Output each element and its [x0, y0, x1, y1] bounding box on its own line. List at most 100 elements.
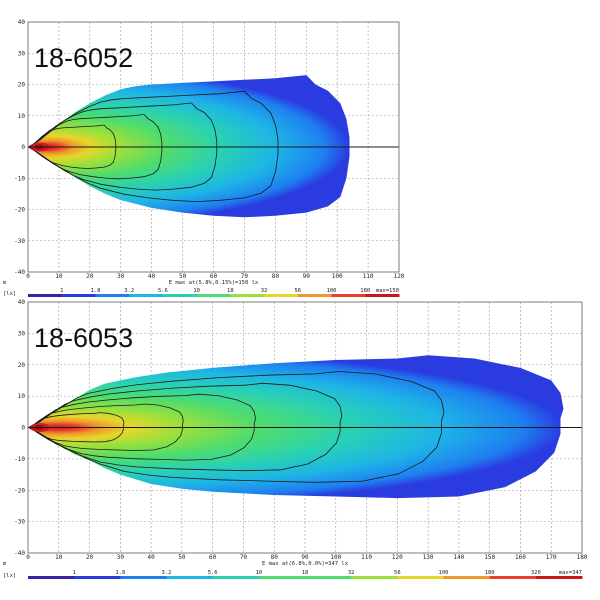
legend-color-segment	[196, 294, 231, 297]
y-tick-label: -10	[14, 456, 25, 463]
legend-color-segment	[129, 294, 164, 297]
legend-tick-label: 56	[295, 288, 302, 294]
legend-color-segment	[351, 576, 398, 579]
x-tick-label: 40	[148, 273, 156, 280]
x-tick-label: 0	[26, 273, 30, 280]
x-tick-label: 100	[330, 554, 341, 561]
legend-color-segment	[95, 294, 130, 297]
x-tick-label: 10	[55, 273, 63, 280]
legend-color-segment	[297, 294, 333, 297]
y-tick-label: -40	[14, 269, 25, 276]
legend-tick-label: 1	[73, 570, 76, 576]
legend-tick-label: 1.8	[90, 288, 100, 294]
legend-tick-label: 32	[348, 570, 355, 576]
x-unit-label: m	[3, 280, 7, 286]
x-tick-label: 70	[240, 554, 248, 561]
x-tick-label: 110	[361, 554, 372, 561]
legend-tick-label: 1.8	[115, 570, 125, 576]
y-tick-label: -10	[14, 175, 25, 182]
y-tick-label: -30	[14, 519, 25, 526]
legend-color-segment	[397, 576, 444, 579]
legend-color-segment	[443, 576, 491, 579]
legend-tick-label: 56	[394, 570, 401, 576]
y-tick-label: -30	[14, 238, 25, 245]
y-tick-label: 10	[18, 393, 26, 400]
y-tick-label: 40	[18, 19, 26, 26]
chart-title: 18-6053	[34, 323, 133, 353]
legend-tick-label: 180	[485, 570, 495, 576]
legend-color-segment	[212, 576, 260, 579]
x-tick-label: 170	[546, 554, 557, 561]
y-tick-label: 10	[18, 113, 26, 120]
x-tick-label: 180	[577, 554, 588, 561]
x-tick-label: 120	[392, 554, 403, 561]
emax-label: E max at(5.8%,0.15%)=150 lx	[169, 280, 259, 286]
legend-tick-label: 5.6	[158, 288, 168, 294]
x-unit-label: m	[3, 561, 7, 567]
legend-tick-label: 3.2	[162, 570, 172, 576]
isolux-contour	[28, 114, 163, 180]
beam-illuminance-area	[28, 355, 564, 499]
legend-tick-label: 180	[360, 288, 370, 294]
isolux-contour	[27, 371, 445, 483]
legend-tick-label: 1	[60, 288, 63, 294]
y-tick-label: 30	[18, 50, 26, 57]
x-tick-label: 40	[147, 554, 155, 561]
legend-color-segment	[258, 576, 306, 579]
legend-color-segment	[162, 294, 198, 297]
x-tick-label: 90	[301, 554, 309, 561]
legend-tick-label: 10	[193, 288, 200, 294]
legend-color-segment	[331, 294, 366, 297]
x-tick-label: 120	[394, 273, 405, 280]
legend-color-segment	[305, 576, 352, 579]
legend-color-segment	[28, 576, 75, 579]
legend-tick-label: 5.6	[208, 570, 218, 576]
plot-border	[27, 301, 583, 554]
legend-unit-label: [lx]	[3, 291, 16, 297]
y-tick-label: -20	[14, 207, 25, 214]
isolux-contour	[28, 124, 117, 169]
y-tick-label: 20	[18, 82, 26, 89]
x-tick-label: 110	[363, 273, 374, 280]
y-tick-label: 20	[18, 362, 26, 369]
x-tick-label: 20	[86, 273, 94, 280]
x-tick-label: 30	[117, 273, 125, 280]
legend-tick-label: 18	[227, 288, 234, 294]
chart-18-6052: 18-6052 40 30 20 100 -10 -20 -30 -400 10 20 30 40 50 6…	[3, 19, 405, 297]
legend-tick-label: 100	[439, 570, 449, 576]
legend-tick-label: 3.2	[124, 288, 134, 294]
legend-unit-label: [lx]	[3, 573, 16, 579]
legend-color-segment	[28, 294, 63, 297]
legend-color-segment	[230, 294, 265, 297]
x-tick-label: 60	[209, 554, 217, 561]
isolux-contour	[28, 102, 218, 191]
legend-max-label: max=347	[559, 570, 582, 576]
legend-tick-label: 10	[256, 570, 263, 576]
x-tick-label: 10	[55, 554, 63, 561]
chart-title: 18-6052	[34, 43, 133, 73]
beam-illuminance-area	[28, 75, 350, 218]
x-tick-label: 50	[179, 273, 187, 280]
x-tick-label: 160	[515, 554, 526, 561]
y-tick-label: -40	[14, 550, 25, 557]
x-tick-label: 70	[241, 273, 249, 280]
x-tick-label: 90	[303, 273, 311, 280]
legend-tick-label: 100	[327, 288, 337, 294]
isolux-contour	[28, 403, 184, 451]
y-tick-label: 0	[21, 425, 25, 432]
x-tick-label: 60	[210, 273, 218, 280]
legend-color-segment	[535, 576, 583, 579]
x-tick-label: 140	[453, 554, 464, 561]
legend-tick-label: 32	[261, 288, 268, 294]
x-tick-label: 80	[272, 273, 280, 280]
y-tick-label: 40	[18, 299, 26, 306]
legend-max-label: max=150	[376, 288, 399, 294]
x-tick-label: 150	[484, 554, 495, 561]
x-tick-label: 130	[423, 554, 434, 561]
legend-tick-label: 320	[531, 570, 541, 576]
legend-color-segment	[365, 294, 400, 297]
legend-color-segment	[264, 294, 299, 297]
x-tick-label: 30	[117, 554, 125, 561]
